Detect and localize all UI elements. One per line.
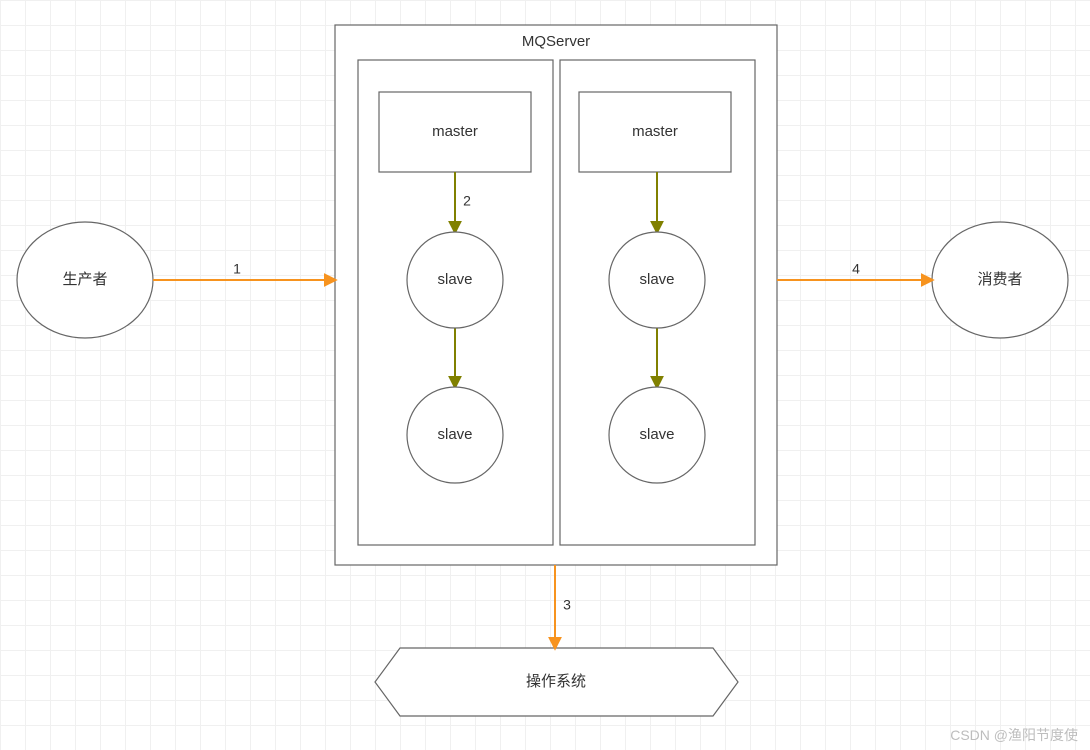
- slave2a-label: slave: [639, 271, 674, 288]
- master2-label: master: [632, 123, 678, 140]
- slave2b-label: slave: [639, 426, 674, 443]
- producer-label: 生产者: [62, 271, 107, 288]
- slave1b-label: slave: [437, 426, 472, 443]
- edge-e1-label: 1: [233, 261, 241, 277]
- watermark-text: CSDN @渔阳节度使: [950, 727, 1078, 743]
- mqserver-title: MQServer: [522, 33, 590, 50]
- edge-e4-label: 4: [852, 261, 860, 277]
- edge-e2-label: 2: [463, 193, 471, 209]
- diagram-canvas: MQServer master master 2 slave slave sla…: [0, 0, 1090, 750]
- master1-label: master: [432, 123, 478, 140]
- os-label: 操作系统: [526, 673, 586, 690]
- slave1a-label: slave: [437, 271, 472, 288]
- consumer-label: 消费者: [977, 271, 1022, 288]
- edge-e3-label: 3: [563, 597, 571, 613]
